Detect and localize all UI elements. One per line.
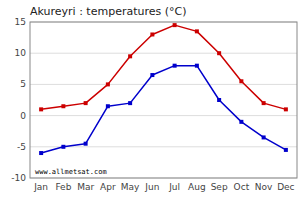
series-marker	[61, 104, 65, 108]
data	[39, 23, 288, 155]
x-tick-label: Sep	[211, 182, 228, 192]
series-marker	[61, 145, 65, 149]
series-marker	[106, 104, 110, 108]
x-tick-label: Mar	[77, 182, 94, 192]
series-marker	[284, 107, 288, 111]
grid	[30, 22, 297, 178]
series-marker	[39, 107, 43, 111]
x-tick-label: Apr	[100, 182, 116, 192]
series-line	[41, 25, 286, 109]
series-marker	[217, 51, 221, 55]
grid-line	[30, 53, 297, 54]
series-marker	[128, 54, 132, 58]
grid-line	[30, 115, 297, 116]
y-tick-label: -10	[11, 173, 26, 183]
x-tick-label: Nov	[255, 182, 273, 192]
y-tick-label: 5	[20, 79, 26, 89]
grid-line	[30, 84, 297, 85]
series-marker	[173, 23, 177, 27]
series-marker	[173, 64, 177, 68]
axes: -10 -5 0 5 10 15 Jan Feb Mar Apr May Jun Jul Aug Sep Oc…	[11, 17, 297, 192]
series-marker	[84, 101, 88, 105]
series-marker	[262, 135, 266, 139]
x-tick-label: Feb	[55, 182, 71, 192]
series-marker	[39, 151, 43, 155]
y-tick-label: 0	[20, 111, 26, 121]
series-marker	[195, 29, 199, 33]
series-marker	[239, 120, 243, 124]
series-marker	[150, 73, 154, 77]
series-marker	[284, 148, 288, 152]
x-tick-label: Aug	[188, 182, 206, 192]
chart: -10 -5 0 5 10 15 Jan Feb Mar Apr May Jun Jul Aug Sep Oc…	[0, 0, 305, 200]
series-marker	[150, 32, 154, 36]
y-tick-label: -5	[17, 142, 26, 152]
x-tick-label: Jan	[33, 182, 48, 192]
plot-frame	[30, 22, 297, 178]
series-marker	[128, 101, 132, 105]
series-marker	[262, 101, 266, 105]
series-marker	[239, 79, 243, 83]
series-marker	[195, 64, 199, 68]
series-marker	[217, 98, 221, 102]
x-tick-label: Jul	[168, 182, 180, 192]
series-marker	[84, 142, 88, 146]
x-tick-label: Oct	[234, 182, 250, 192]
x-tick-label: May	[121, 182, 140, 192]
series-line	[41, 66, 286, 153]
x-tick-label: Dec	[277, 182, 294, 192]
watermark: www.allmetsat.com	[35, 168, 107, 176]
y-tick-label: 10	[15, 48, 27, 58]
y-tick-label: 15	[15, 17, 26, 27]
x-tick-label: Jun	[144, 182, 159, 192]
series-marker	[106, 82, 110, 86]
title: Akureyri : temperatures (°C)	[30, 5, 187, 18]
chart-container: -10 -5 0 5 10 15 Jan Feb Mar Apr May Jun Jul Aug Sep Oc…	[0, 0, 305, 200]
